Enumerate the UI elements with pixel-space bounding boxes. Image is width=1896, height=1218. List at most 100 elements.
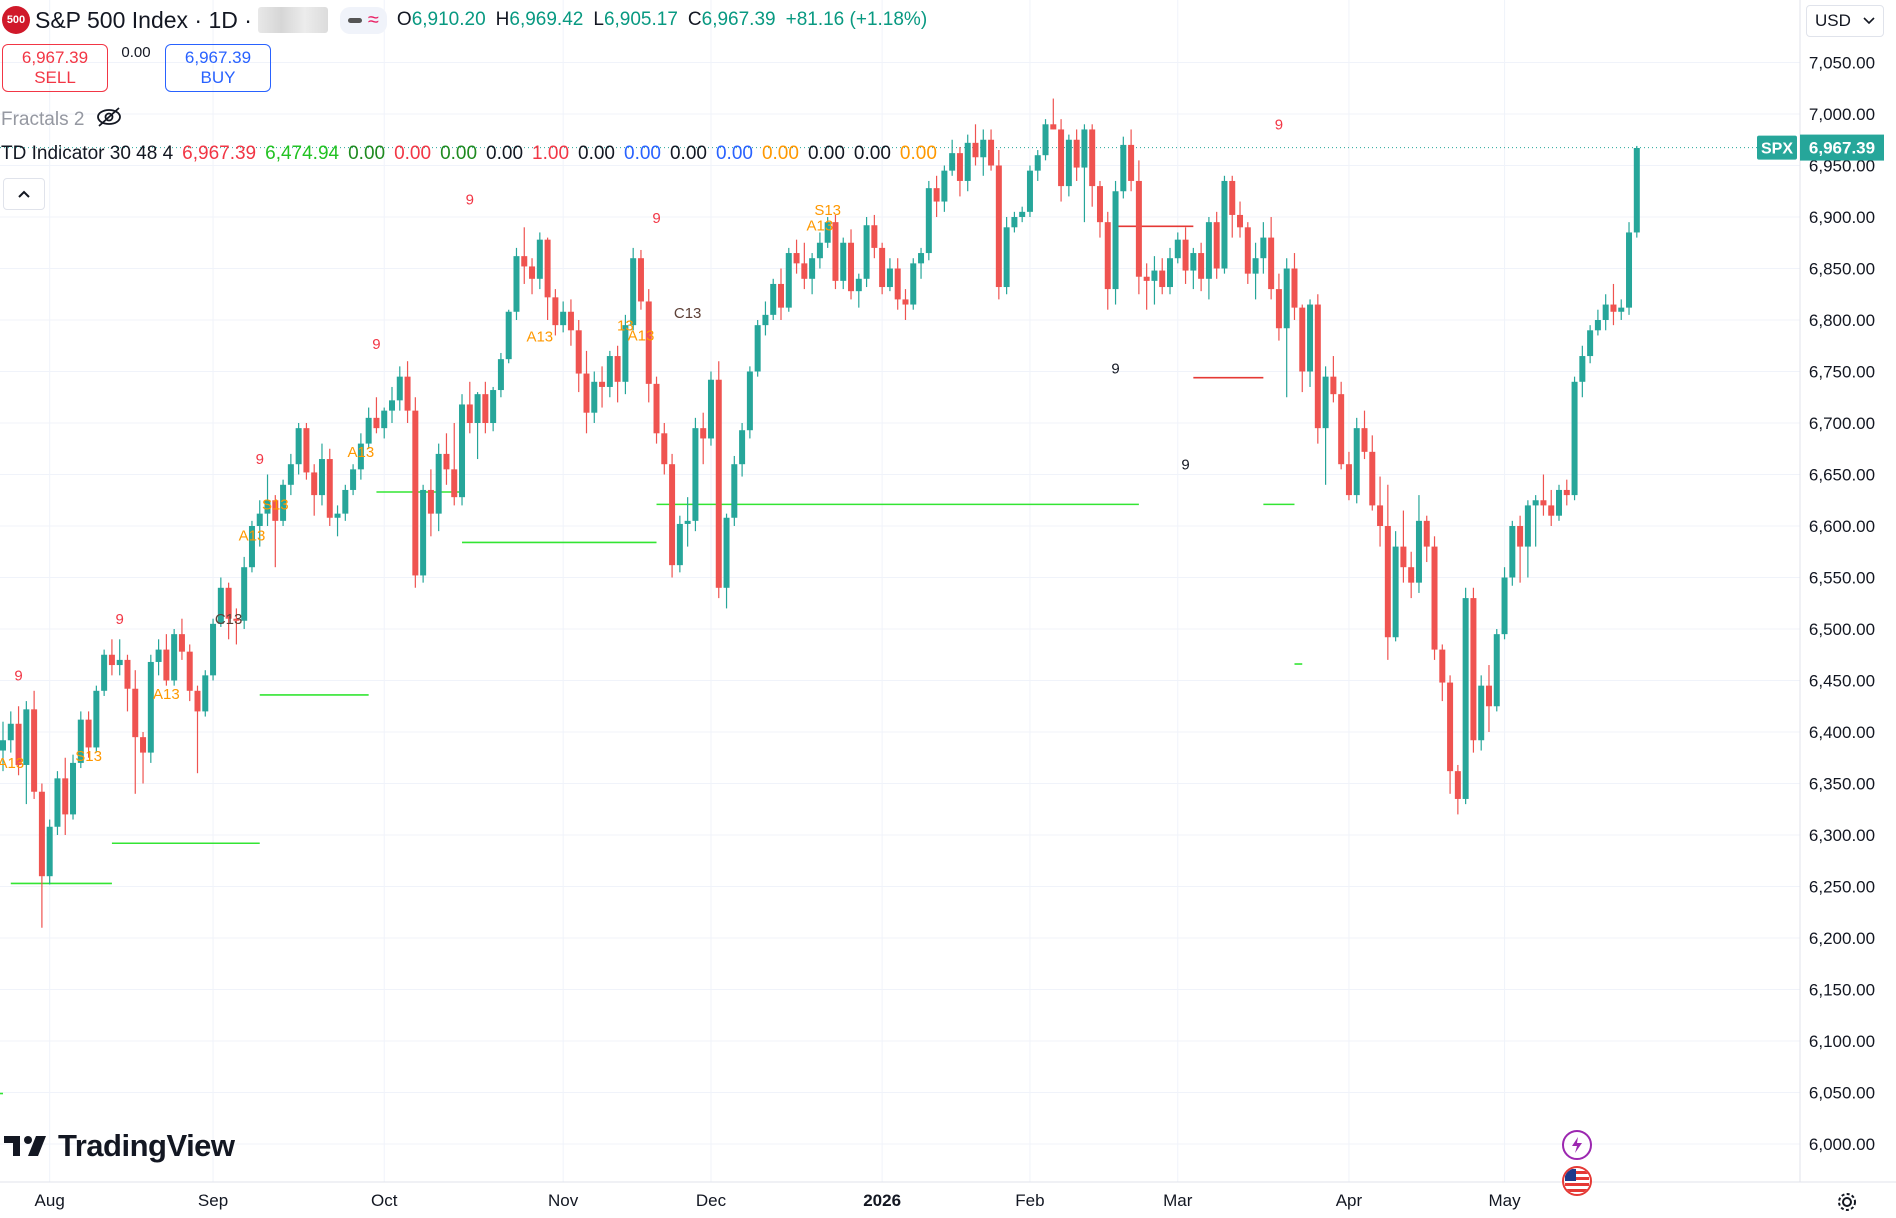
candle[interactable] <box>871 214 878 259</box>
candle[interactable] <box>1244 222 1251 284</box>
candle[interactable] <box>70 754 77 820</box>
candle[interactable] <box>318 443 325 506</box>
candle[interactable] <box>1524 500 1531 578</box>
candle[interactable] <box>1633 145 1640 238</box>
candle[interactable] <box>93 685 100 753</box>
candle[interactable] <box>575 320 582 393</box>
candle[interactable] <box>1602 294 1609 331</box>
candle[interactable] <box>1384 484 1391 660</box>
candle[interactable] <box>466 381 473 434</box>
candle[interactable] <box>1237 201 1244 238</box>
candle[interactable] <box>62 757 69 835</box>
candle[interactable] <box>1019 206 1026 223</box>
candle[interactable] <box>809 253 816 295</box>
candle[interactable] <box>350 464 357 496</box>
candle[interactable] <box>669 453 676 578</box>
candle[interactable] <box>1128 129 1135 192</box>
candle[interactable] <box>1104 211 1111 310</box>
candle[interactable] <box>210 618 217 681</box>
candle[interactable] <box>1120 136 1127 199</box>
collapse-legend-button[interactable] <box>3 178 45 210</box>
candle[interactable] <box>303 423 310 480</box>
candle[interactable] <box>1003 217 1010 295</box>
candle[interactable] <box>879 242 886 295</box>
candle[interactable] <box>1447 675 1454 794</box>
candle[interactable] <box>482 381 489 434</box>
candle[interactable] <box>863 217 870 288</box>
candle[interactable] <box>451 423 458 506</box>
candle[interactable] <box>1501 567 1508 640</box>
candle[interactable] <box>381 407 388 439</box>
candle[interactable] <box>1423 515 1430 563</box>
candle[interactable] <box>1322 366 1329 485</box>
candle[interactable] <box>1026 165 1033 218</box>
candle[interactable] <box>1485 665 1492 732</box>
candle[interactable] <box>606 350 613 398</box>
candle[interactable] <box>785 247 792 312</box>
candle[interactable] <box>412 397 419 588</box>
candle[interactable] <box>1011 211 1018 233</box>
candle[interactable] <box>1361 410 1368 460</box>
fractals-indicator[interactable]: Fractals 2 <box>1 106 122 134</box>
candle[interactable] <box>396 366 403 411</box>
candle[interactable] <box>1517 515 1524 583</box>
candle[interactable] <box>1330 356 1337 403</box>
candle[interactable] <box>1462 587 1469 805</box>
candle[interactable] <box>1213 211 1220 279</box>
candle[interactable] <box>1579 345 1586 398</box>
candle[interactable] <box>77 711 84 769</box>
candle[interactable] <box>194 685 201 774</box>
candle[interactable] <box>1190 247 1197 290</box>
candle[interactable] <box>902 289 909 320</box>
candle[interactable] <box>941 165 948 212</box>
candle[interactable] <box>583 350 590 434</box>
candle[interactable] <box>653 376 660 444</box>
candle[interactable] <box>85 711 92 758</box>
candle[interactable] <box>241 556 248 629</box>
candle[interactable] <box>1540 474 1547 516</box>
candle[interactable] <box>676 515 683 573</box>
candle[interactable] <box>933 175 940 217</box>
candle[interactable] <box>1073 129 1080 181</box>
candle[interactable] <box>567 299 574 346</box>
candle[interactable] <box>1618 299 1625 320</box>
candle[interactable] <box>1626 222 1633 315</box>
candle[interactable] <box>147 654 154 763</box>
candle[interactable] <box>1307 299 1314 387</box>
candle[interactable] <box>762 301 769 336</box>
candle[interactable] <box>536 232 543 290</box>
candle[interactable] <box>591 371 598 424</box>
candle[interactable] <box>178 618 185 660</box>
candle[interactable] <box>637 249 644 310</box>
candle[interactable] <box>599 366 606 408</box>
candle[interactable] <box>357 433 364 480</box>
candle[interactable] <box>326 448 333 526</box>
candle[interactable] <box>661 423 668 475</box>
candle[interactable] <box>46 819 53 885</box>
candle[interactable] <box>420 484 427 583</box>
candle[interactable] <box>793 239 800 274</box>
candle[interactable] <box>31 690 38 799</box>
candle[interactable] <box>1299 304 1306 393</box>
candle[interactable] <box>233 608 240 645</box>
candle[interactable] <box>1392 531 1399 642</box>
candle[interactable] <box>23 701 30 805</box>
candle[interactable] <box>1182 227 1189 284</box>
candle[interactable] <box>1275 273 1282 341</box>
candle[interactable] <box>731 455 738 526</box>
currency-selector[interactable]: USD <box>1806 5 1884 37</box>
candle[interactable] <box>101 649 108 696</box>
candle[interactable] <box>723 513 730 609</box>
candle[interactable] <box>925 180 932 261</box>
candle[interactable] <box>622 314 629 395</box>
candle[interactable] <box>972 124 979 166</box>
candle[interactable] <box>225 582 232 640</box>
candle[interactable] <box>140 732 147 784</box>
candle[interactable] <box>1050 98 1057 130</box>
candle[interactable] <box>1135 160 1142 295</box>
candle[interactable] <box>1493 629 1500 712</box>
candle[interactable] <box>1291 253 1298 320</box>
candle[interactable] <box>186 644 193 702</box>
candle[interactable] <box>1042 119 1049 161</box>
